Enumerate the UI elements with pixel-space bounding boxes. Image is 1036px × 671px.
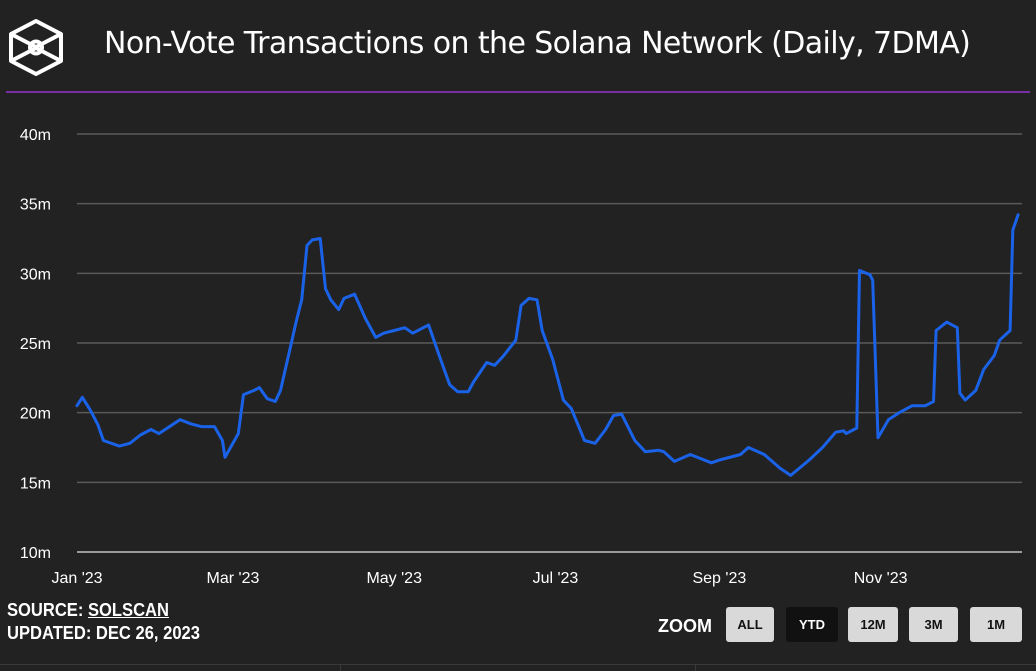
source-label: SOURCE:: [7, 600, 84, 620]
x-tick-label: May '23: [366, 570, 422, 587]
y-tick-label: 30m: [20, 266, 51, 283]
zoom-1m-button[interactable]: 1M: [970, 607, 1022, 642]
bottom-divider-segment: [340, 664, 341, 671]
zoom-all-button[interactable]: ALL: [726, 607, 774, 642]
zoom-ytd-button[interactable]: YTD: [786, 607, 838, 642]
cube-logo-icon: [9, 19, 63, 76]
x-tick-label: Sep '23: [692, 570, 746, 587]
line-chart: 10m 15m 20m 25m 30m 35m 40m Jan '23 Mar '23 May '…: [20, 127, 1022, 587]
title-divider: [6, 91, 1030, 93]
y-tick-label: 40m: [20, 127, 51, 144]
x-tick-label: Nov '23: [854, 570, 908, 587]
source-link[interactable]: SOLSCAN: [87, 600, 169, 620]
x-tick-label: Jul '23: [533, 570, 579, 587]
bottom-divider-segment: [695, 664, 696, 671]
y-tick-label: 25m: [20, 336, 51, 353]
x-tick-label: Jan '23: [51, 570, 102, 587]
y-tick-label: 15m: [20, 475, 51, 492]
y-tick-label: 35m: [20, 197, 51, 214]
zoom-3m-button[interactable]: 3M: [909, 607, 958, 642]
y-tick-label: 20m: [20, 406, 51, 423]
updated-text: UPDATED: DEC 26, 2023: [7, 623, 200, 643]
x-tick-label: Mar '23: [207, 570, 260, 587]
chart-title: Non-Vote Transactions on the Solana Netw…: [104, 26, 971, 61]
zoom-label: ZOOM: [658, 616, 712, 636]
bottom-divider: [0, 664, 1036, 665]
source-block: SOURCE: SOLSCAN UPDATED: DEC 26, 2023: [7, 599, 200, 645]
series-line: [75, 213, 1020, 477]
zoom-12m-button[interactable]: 12M: [848, 607, 898, 642]
y-tick-label: 10m: [20, 545, 51, 562]
